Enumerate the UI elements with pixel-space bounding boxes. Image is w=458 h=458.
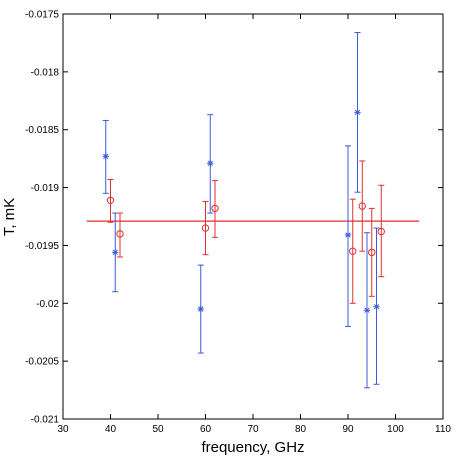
x-axis-label: frequency, GHz bbox=[201, 439, 304, 456]
x-tick-label: 90 bbox=[342, 424, 354, 435]
data-point-circle bbox=[349, 247, 357, 255]
data-point-circle bbox=[368, 248, 376, 257]
y-axis-label: T, mK bbox=[1, 198, 18, 236]
data-point-circle bbox=[116, 230, 124, 238]
data-point-circle bbox=[211, 204, 219, 213]
asterisk-stroke bbox=[354, 109, 361, 116]
asterisk-stroke bbox=[207, 160, 213, 166]
asterisk-stroke bbox=[112, 249, 118, 256]
x-tick-label: 70 bbox=[247, 424, 259, 435]
data-point-circle bbox=[377, 227, 385, 236]
data-point-circle bbox=[201, 224, 210, 232]
y-tick-label: -0.018 bbox=[31, 67, 60, 78]
x-tick-label: 40 bbox=[105, 424, 117, 435]
y-tick-label: -0.0175 bbox=[25, 10, 59, 21]
asterisk-stroke bbox=[103, 153, 109, 159]
y-tick-label: -0.0195 bbox=[25, 241, 59, 252]
x-tick-label: 110 bbox=[435, 424, 451, 435]
data-point-asterisk bbox=[207, 160, 214, 167]
asterisk-stroke bbox=[373, 304, 380, 310]
x-tick-label: 60 bbox=[200, 424, 212, 435]
y-tick-label: -0.021 bbox=[31, 415, 60, 426]
y-tick-label: -0.019 bbox=[31, 183, 60, 194]
y-tick-label: -0.0185 bbox=[25, 125, 59, 136]
data-point-asterisk bbox=[363, 307, 371, 314]
data-point-asterisk bbox=[373, 303, 380, 310]
data-point-circle bbox=[106, 196, 115, 205]
y-tick-label: -0.0205 bbox=[25, 357, 59, 368]
data-point-asterisk bbox=[354, 109, 361, 116]
data-point-asterisk bbox=[197, 305, 204, 313]
asterisk-stroke bbox=[198, 306, 204, 312]
x-tick-label: 50 bbox=[152, 424, 164, 435]
plot-area bbox=[62, 13, 444, 420]
x-tick-label: 100 bbox=[387, 424, 404, 435]
asterisk-stroke bbox=[364, 307, 370, 313]
x-tick-label: 30 bbox=[57, 424, 69, 435]
asterisk-stroke bbox=[345, 232, 351, 238]
data-point-asterisk bbox=[344, 231, 352, 239]
y-tick-label: -0.02 bbox=[36, 299, 59, 310]
data-point-asterisk bbox=[112, 249, 119, 256]
data-point-circle bbox=[358, 202, 366, 210]
x-tick-label: 80 bbox=[295, 424, 307, 435]
data-point-asterisk bbox=[102, 153, 109, 160]
